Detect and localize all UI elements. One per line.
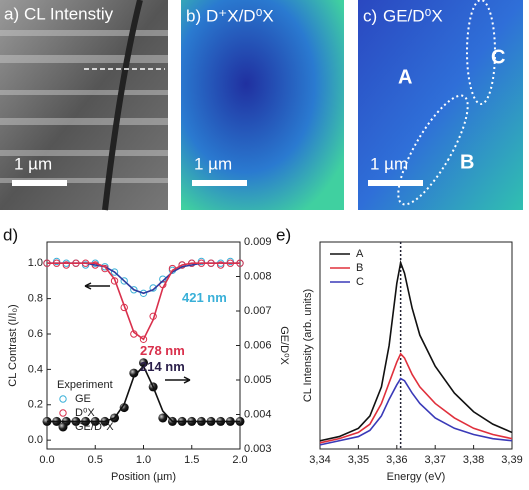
panel-title: GE/D⁰X [383,6,443,25]
x-tick-label: 3,39 [501,454,522,466]
legend-label: B [356,262,363,274]
region-label: C [491,46,505,68]
marker [62,261,71,269]
marker [139,335,148,344]
panel-label: c) [363,6,377,25]
x-tick-label: 3,34 [309,454,330,466]
marker [59,409,67,417]
marker [59,395,67,403]
scale-bar [12,180,67,186]
marker [217,261,225,269]
y2-tick-label: 0.004 [244,408,272,420]
x-tick-label: 3,35 [348,454,369,466]
annotation: 421 nm [182,290,227,305]
x-tick-label: 1.0 [136,454,151,466]
plot-frame [319,241,513,450]
panel-title: D⁺X/D⁰X [206,6,274,25]
panel-b: b) D⁺X/D⁰X 1 µm [181,0,344,210]
y2-tick-label: 0.005 [244,374,272,386]
legend-label: GE [75,393,91,405]
marker [130,286,138,294]
marker [110,268,119,276]
y-axis-label: CL Contrast (I/I₀) [7,304,19,386]
x-axis-label: Position (µm) [111,471,176,483]
y2-tick-label: 0.003 [244,443,272,455]
dislocation [102,0,143,211]
axis-arrow [165,376,191,384]
x-tick-label: 2.0 [232,454,247,466]
marker [110,277,119,285]
x-axis-label: Energy (eV) [387,471,446,483]
annotation: 278 nm [140,343,185,358]
legend-label: C [356,276,364,288]
series-line [47,262,240,295]
marker [58,422,68,432]
x-tick-label: 0.5 [88,454,103,466]
scale-label: 1 µm [194,154,232,173]
y2-axis-label: GE/D⁰X [278,326,290,365]
marker [129,368,139,378]
axis-arrow [84,282,110,290]
y-tick-label: 1.0 [28,257,43,269]
y2-tick-label: 0.009 [244,236,272,248]
marker [159,275,167,283]
panel-a: a) CL Intenstiy 1 µm [0,0,168,211]
marker [119,403,129,413]
series-line [319,259,513,442]
annotation: 214 nm [140,359,185,374]
y-tick-label: 0.8 [28,293,43,305]
panel-label: e) [276,225,291,244]
region-outline [397,94,469,206]
panel-label: d) [3,225,18,244]
panel-c: c) GE/D⁰X A B C 1 µm [358,0,523,210]
y2-tick-label: 0.006 [244,339,272,351]
series-line [319,377,513,446]
x-tick-label: 3,36 [386,454,407,466]
marker [139,289,148,298]
scale-bar [368,180,423,186]
region-label: B [460,151,474,173]
series-line [47,364,240,423]
marker [139,358,148,368]
y-axis-label: CL Intensity (arb. units) [302,289,314,402]
y-tick-label: 0.0 [28,434,43,446]
ratio-image [358,0,523,210]
marker [158,413,168,423]
ratio-image [181,0,344,210]
legend-label: GE/D⁰X [75,421,114,433]
region-outline [466,0,496,105]
legend-title: Experiment [57,379,113,391]
scale-bar [192,180,247,186]
series-line [319,352,513,444]
y2-tick-label: 0.008 [244,270,272,282]
x-tick-label: 3,38 [463,454,484,466]
panel-title: CL Intenstiy [24,4,114,23]
y-tick-label: 0.2 [28,399,43,411]
marker [120,277,128,285]
y2-tick-label: 0.007 [244,305,272,317]
stripes [0,30,168,183]
scale-label: 1 µm [370,154,408,173]
region-label: A [398,66,412,88]
panel-label: a) [4,4,19,23]
legend-label: D⁰X [75,407,95,419]
legend-label: A [356,248,364,260]
panel-label: b) [186,6,201,25]
x-tick-label: 1.5 [184,454,199,466]
x-tick-label: 0.0 [39,454,54,466]
x-tick-label: 3,37 [424,454,445,466]
y-tick-label: 0.6 [28,328,43,340]
marker [149,284,157,292]
series-line [47,262,240,341]
y-tick-label: 0.4 [28,363,43,375]
scale-label: 1 µm [14,154,52,173]
